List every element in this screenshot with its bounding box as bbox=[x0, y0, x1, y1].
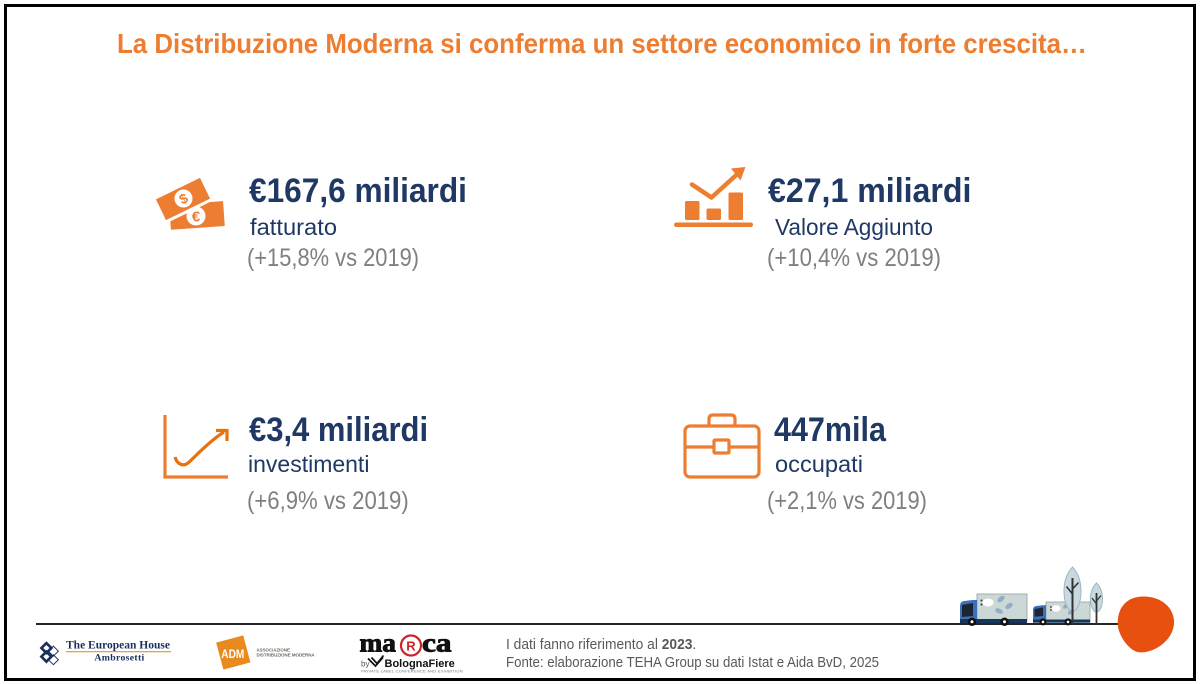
svg-text:R: R bbox=[406, 638, 416, 653]
svg-text:ASSOCIAZIONE: ASSOCIAZIONE bbox=[257, 647, 290, 652]
svg-text:€: € bbox=[192, 209, 201, 226]
svg-text:DISTRIBUZIONE MODERNA: DISTRIBUZIONE MODERNA bbox=[257, 652, 316, 657]
svg-text:Ambrosetti: Ambrosetti bbox=[94, 653, 144, 664]
svg-text:by: by bbox=[361, 660, 369, 669]
svg-text:PRIVATE LABEL CONFERENCE AND E: PRIVATE LABEL CONFERENCE AND EXHIBITION bbox=[361, 669, 463, 674]
svg-text:The European House: The European House bbox=[66, 640, 170, 652]
svg-text:ADM: ADM bbox=[221, 649, 244, 661]
svg-text:ca: ca bbox=[422, 629, 452, 658]
svg-text:ma: ma bbox=[360, 629, 397, 658]
svg-text:BolognaFiere: BolognaFiere bbox=[385, 658, 455, 670]
